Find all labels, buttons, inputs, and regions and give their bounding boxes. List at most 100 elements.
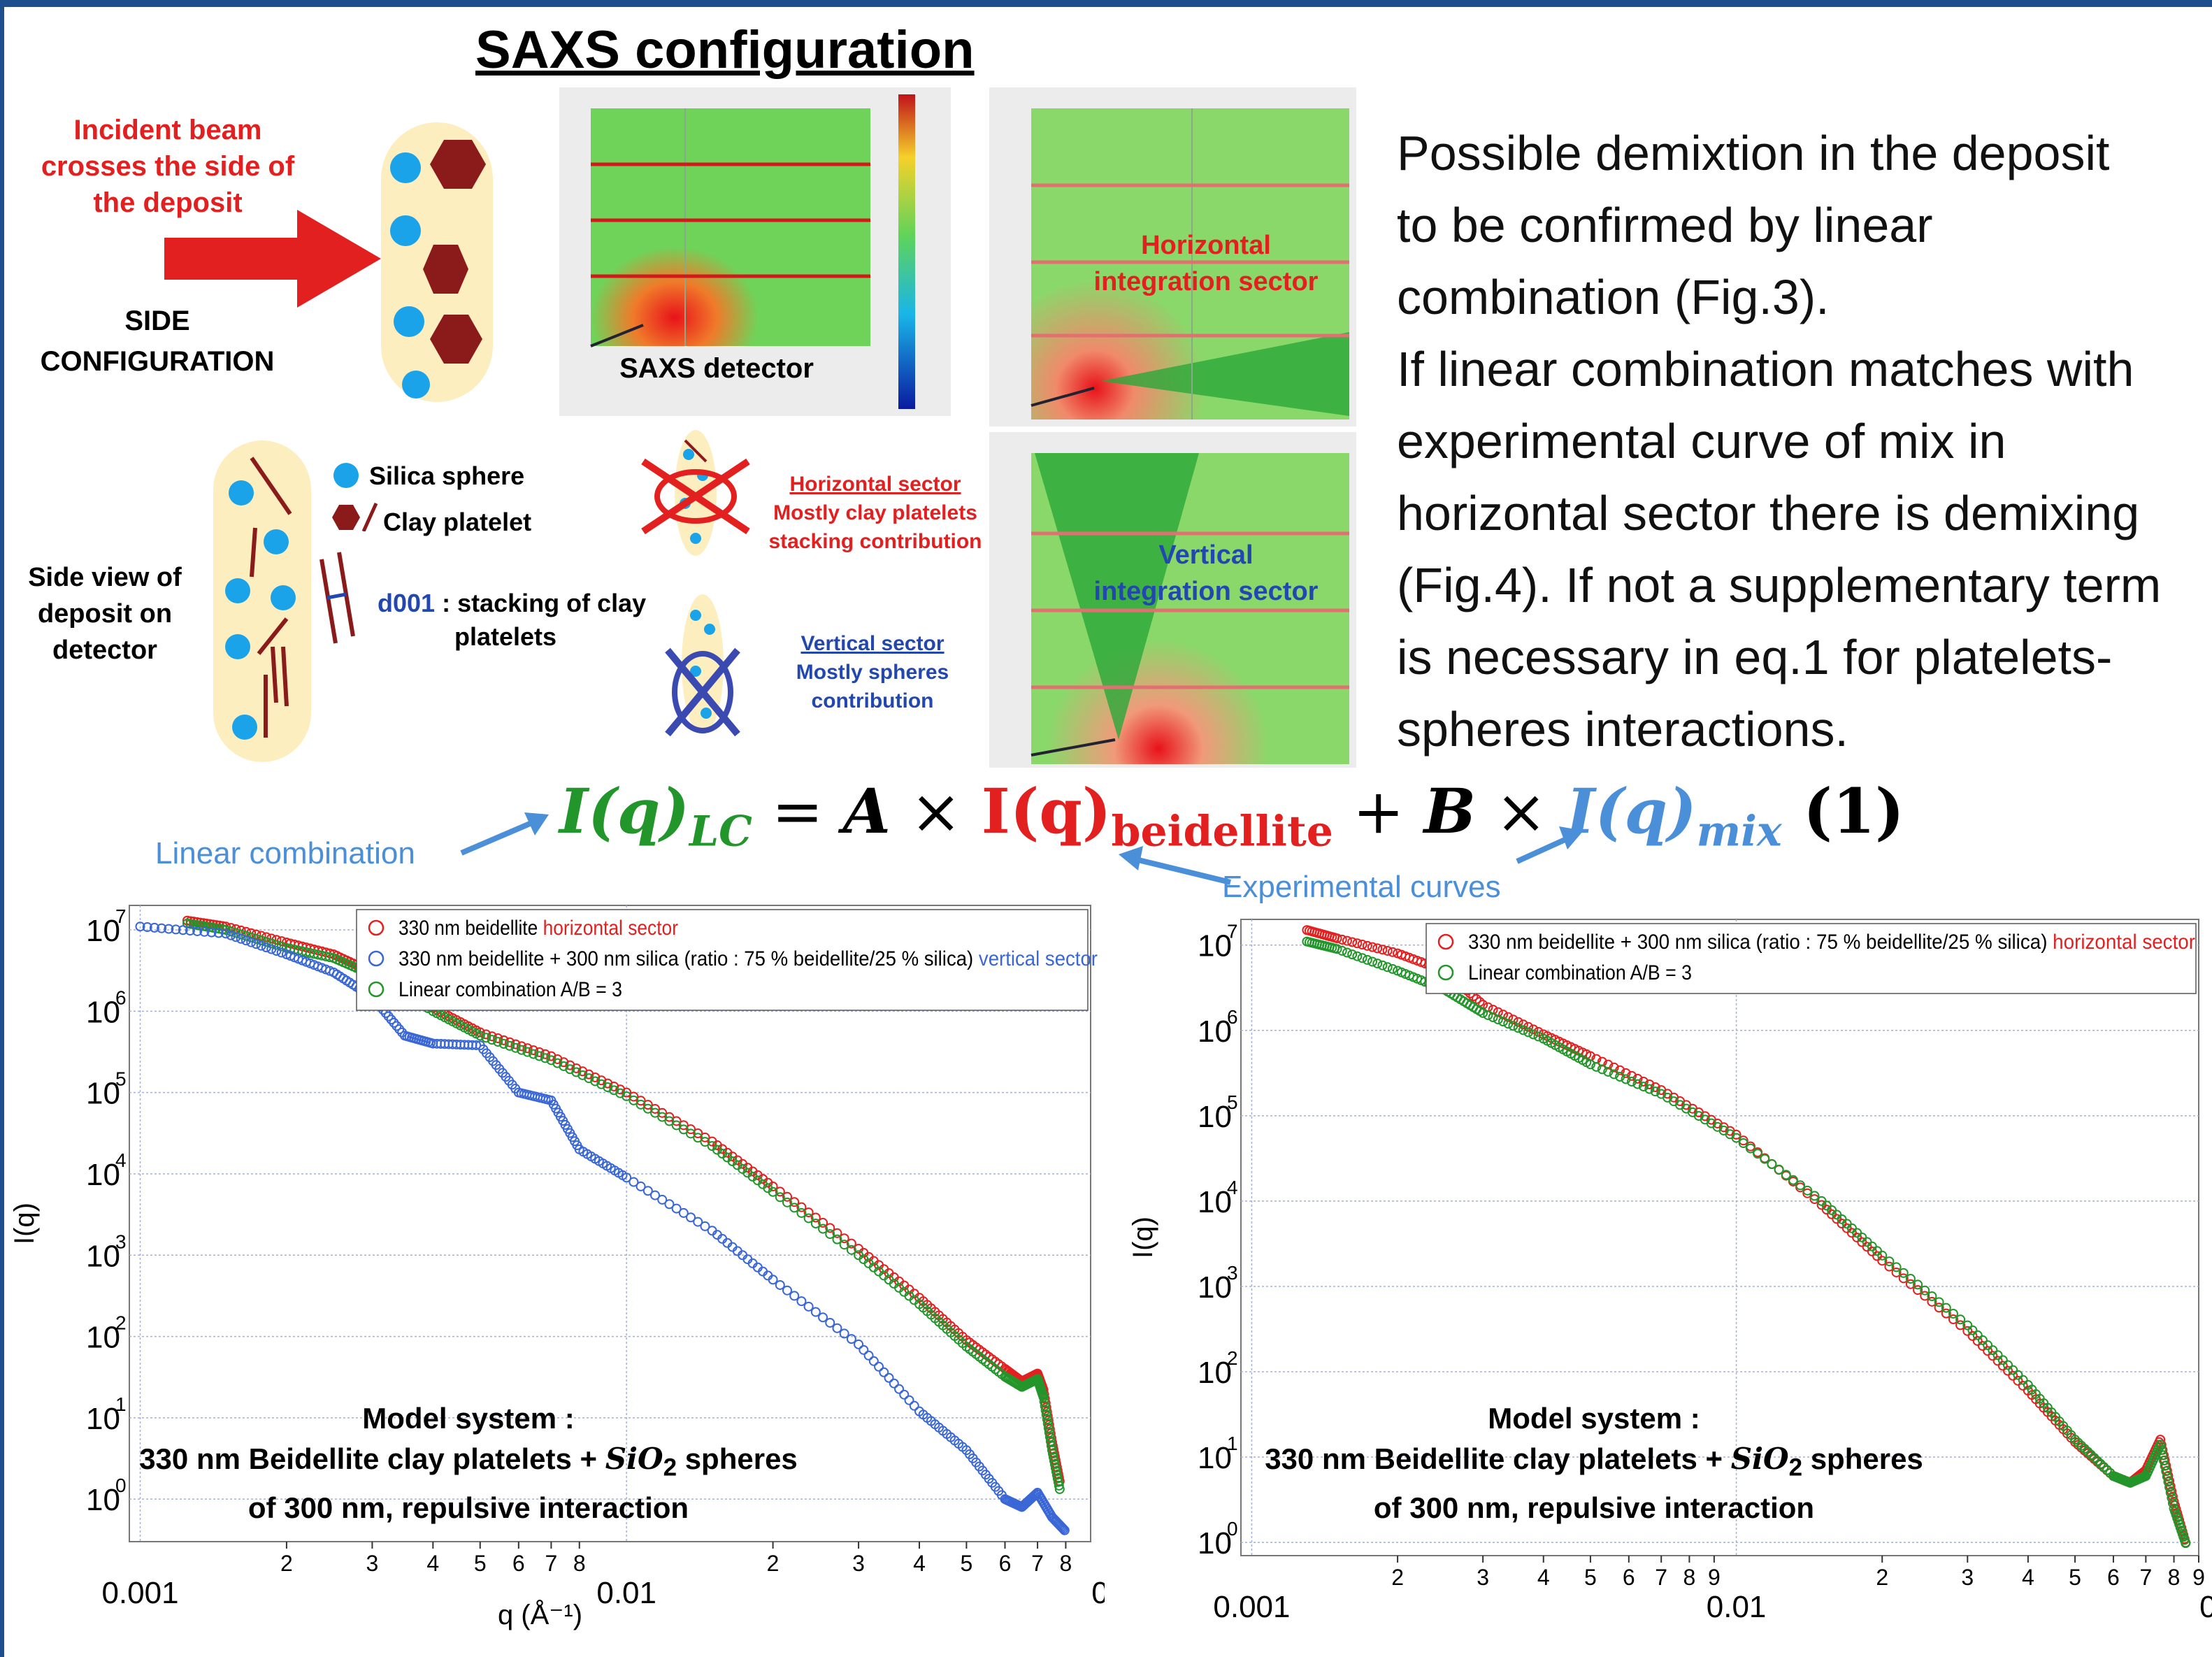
data-point [649,1107,660,1118]
data-point [1898,1268,1909,1278]
data-point [487,1031,497,1042]
data-point [471,1040,482,1050]
y-tick-exponent: 6 [1227,1006,1238,1028]
data-point [1387,947,1398,957]
data-point [178,925,188,935]
data-point [825,1223,835,1233]
data-point [1621,1074,1631,1084]
y-tick-exponent: 7 [1227,921,1238,942]
eq-number: (1) [1781,775,1904,847]
data-point [2157,1450,2168,1461]
x-tick-label: 0.001 [1213,1590,1290,1624]
data-point [635,1096,646,1106]
series-1 [182,918,1065,1494]
data-point [1967,1325,1978,1335]
data-point [1533,1031,1544,1042]
data-point [2003,1365,2013,1376]
data-point [236,929,246,940]
horizontal-integration-label: Horizontal integration sector [1059,227,1353,300]
data-point [510,1039,521,1049]
x-tick-label: 0.1 [2199,1590,2212,1624]
x-tick-label: 0.01 [1707,1590,1767,1624]
data-point [2095,1458,2106,1469]
data-point [1518,1025,1528,1035]
data-point [825,1317,835,1328]
data-point [1528,1024,1539,1035]
data-point [768,1275,778,1285]
model-note-left-line-3: of 300 nm, repulsive interaction [247,1491,689,1525]
data-point [1503,1019,1514,1029]
x-tick-label: 0.001 [101,1576,178,1610]
model-note-right-l2c: 2 [1788,1454,1803,1482]
vertical-label-line-1: Vertical [1158,540,1254,570]
y-tick-label: 10 [86,1402,120,1436]
vertical-sector-desc-2: contribution [811,689,934,712]
data-point [1488,1012,1498,1023]
data-point [1051,1466,1061,1477]
data-point [768,1186,778,1197]
x-minor-label: 6 [2107,1565,2120,1590]
data-point [622,1087,632,1098]
data-point [846,1244,856,1255]
data-point [1638,1082,1649,1092]
x-minor-label: 9 [1708,1565,1721,1590]
data-point [1927,1291,1937,1302]
y-tick-label: 10 [1198,1185,1232,1219]
data-point [1057,1523,1068,1533]
eq-times-2: × [1475,775,1567,847]
legend-marker [368,981,385,998]
data-point [649,1103,660,1114]
data-point [266,944,277,954]
data-point [1528,1029,1539,1040]
data-point [859,1344,869,1355]
data-point [839,1240,849,1250]
x-minor-label: 4 [426,1551,439,1576]
data-point [517,1041,527,1052]
x-axis-label: q (Å⁻¹) [498,1599,582,1630]
data-point [818,1217,828,1228]
data-point [534,1051,545,1061]
y-tick-exponent: 2 [115,1312,127,1334]
data-point [909,1400,919,1411]
x-minor-label: 2 [767,1551,780,1576]
data-point [1972,1330,1983,1340]
data-point [2102,1465,2112,1475]
data-point [2083,1447,2093,1457]
data-point [825,1229,835,1240]
d001-label: d001 : stacking of clay [378,589,646,618]
x-minor-label: 8 [1060,1551,1072,1576]
vertical-sector-image [1030,453,1349,764]
x-minor-label: 4 [2022,1565,2034,1590]
data-point [1050,1463,1061,1473]
side-view-line-1: Side view of [28,563,182,592]
eq-term1: I(q) [981,775,1112,847]
data-point [1508,1021,1518,1031]
data-point [1753,1149,1763,1159]
data-point [1760,1154,1770,1164]
data-point [493,1037,503,1047]
data-point [818,1312,828,1323]
data-point [629,1095,639,1105]
y-tick-exponent: 1 [115,1393,127,1415]
incident-arrow-icon [164,210,381,308]
data-point [493,1033,503,1044]
legend-marker [1437,933,1454,950]
data-point [1650,1086,1660,1097]
data-point [2181,1538,2191,1549]
data-point [1983,1340,1993,1351]
data-point [664,1199,675,1210]
data-point [629,1091,639,1102]
horizontal-sector-desc-1: Mostly clay platelets [773,501,977,524]
legend-label: Linear combination A/B = 3 [1468,961,1692,984]
data-point [1738,1138,1748,1149]
legend-symbols [332,463,378,531]
clay-platelet-icon [332,505,360,530]
data-point [854,1339,864,1349]
x-tick-label: 0.1 [1091,1576,1105,1610]
data-point [540,1049,550,1059]
data-point [271,946,282,956]
data-point [1644,1079,1655,1090]
data-point [251,939,261,949]
data-point [899,1389,910,1400]
data-point [664,1116,675,1126]
